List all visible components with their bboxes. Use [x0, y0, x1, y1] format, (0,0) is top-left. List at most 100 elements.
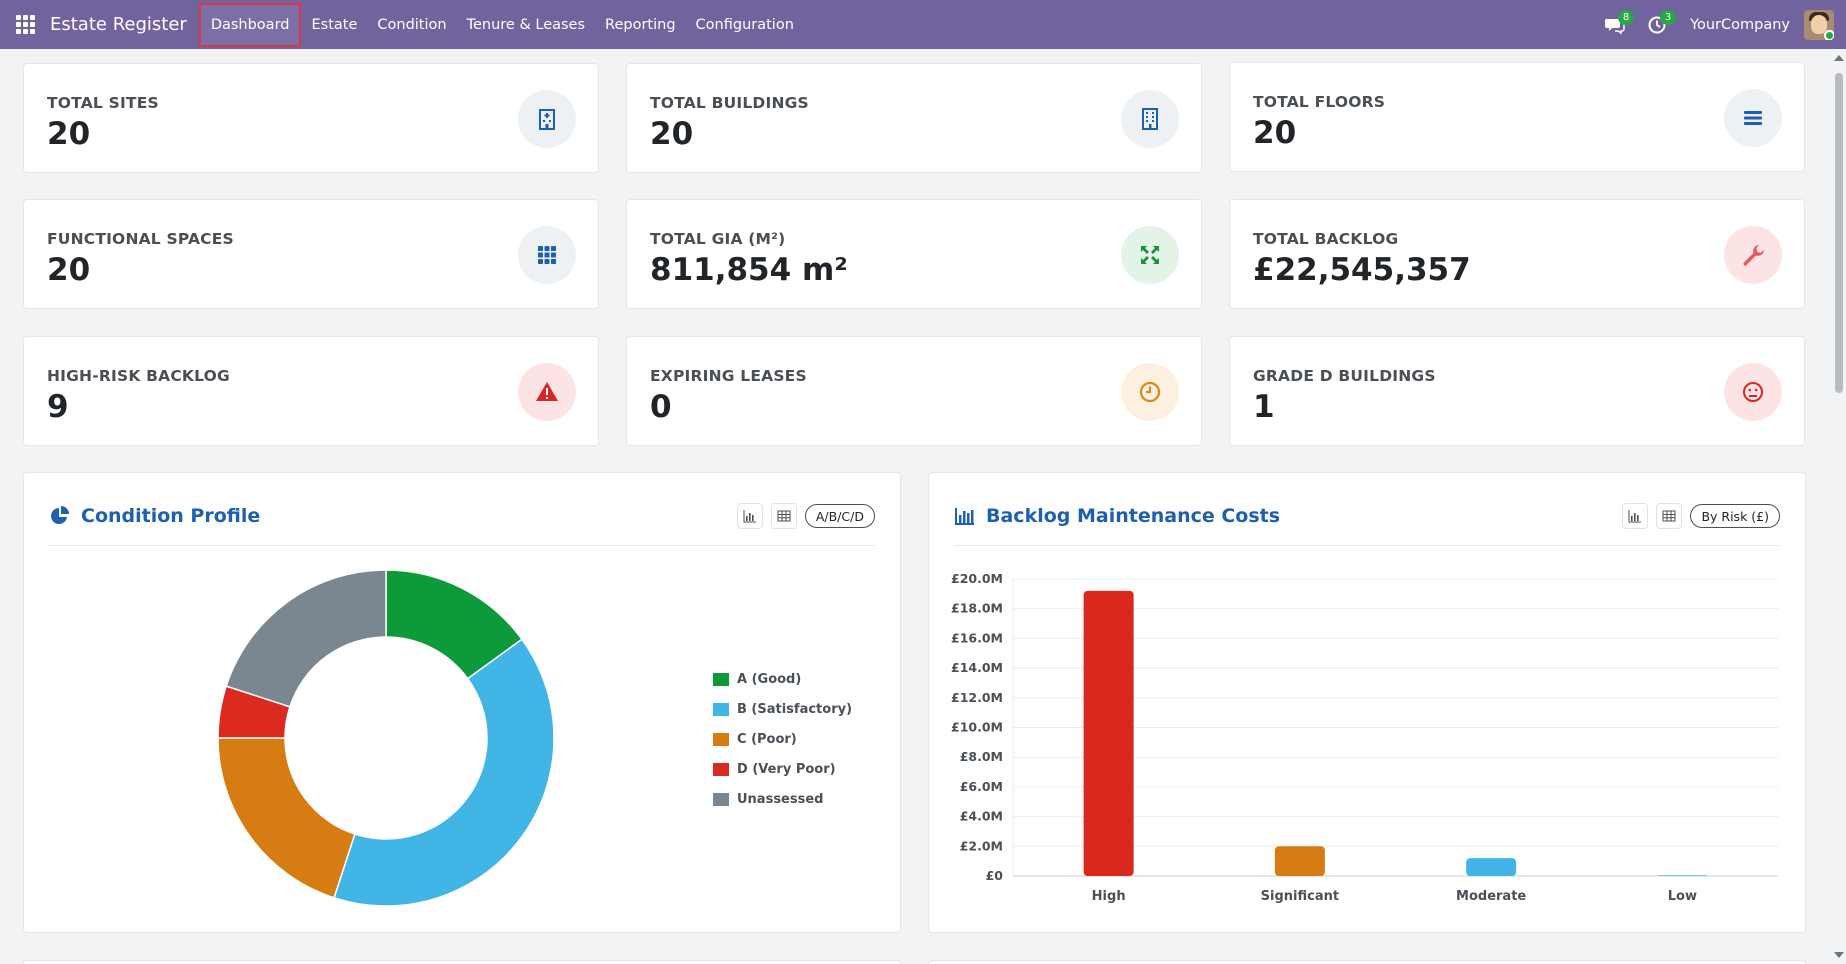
bar-chart-toggle-button[interactable]: [1622, 503, 1649, 529]
kpi-value: 1: [1253, 389, 1275, 425]
pie-chart-icon: [51, 506, 69, 524]
bar-chart-icon: [743, 510, 756, 523]
kpi-card-expiring-leases[interactable]: EXPIRING LEASES 0: [626, 336, 1202, 446]
y-tick-label: £18.0M: [951, 601, 1003, 616]
scroll-thumb[interactable]: [1835, 73, 1843, 393]
kpi-title: GRADE D BUILDINGS: [1253, 367, 1436, 385]
kpi-card-functional-spaces[interactable]: FUNCTIONAL SPACES 20: [23, 199, 599, 309]
kpi-title: TOTAL BACKLOG: [1253, 230, 1399, 248]
menu-dashboard[interactable]: Dashboard: [198, 2, 302, 47]
kpi-value: 20: [47, 252, 91, 288]
company-switcher[interactable]: YourCompany: [1690, 16, 1790, 33]
legend-swatch: [713, 762, 729, 776]
messages-button[interactable]: 8: [1600, 9, 1635, 40]
page-scrollbar[interactable]: [1832, 49, 1846, 964]
sad-face-icon: [1724, 363, 1782, 421]
kpi-value: 20: [47, 116, 91, 152]
legend-label: B (Satisfactory): [737, 701, 853, 717]
kpi-title: TOTAL SITES: [47, 94, 159, 112]
bar-low[interactable]: [1657, 875, 1708, 876]
y-tick-label: £16.0M: [951, 630, 1003, 645]
donut-slice-b-satisfactory[interactable]: [333, 638, 555, 907]
y-tick-label: £6.0M: [960, 779, 1003, 794]
x-tick-label: Low: [1668, 889, 1697, 904]
legend-item[interactable]: B (Satisfactory): [713, 694, 852, 724]
kpi-title: HIGH-RISK BACKLOG: [47, 367, 230, 385]
backlog-costs-title: Backlog Maintenance Costs: [986, 505, 1281, 527]
legend-item[interactable]: Unassessed: [713, 784, 852, 814]
next-panel-right: [928, 960, 1806, 964]
activities-button[interactable]: 3: [1642, 9, 1677, 40]
kpi-value: £22,545,357: [1253, 252, 1471, 288]
bar-high[interactable]: [1083, 590, 1134, 876]
table-icon: [1662, 510, 1676, 522]
condition-legend: A (Good) B (Satisfactory) C (Poor) D (Very …: [713, 664, 852, 814]
kpi-card-total-backlog[interactable]: TOTAL BACKLOG £22,545,357: [1229, 199, 1805, 309]
kpi-value: 0: [650, 389, 672, 425]
bar-chart-toggle-button[interactable]: [736, 503, 763, 529]
menu-tenure-leases[interactable]: Tenure & Leases: [466, 16, 586, 33]
next-panel-left: [23, 960, 901, 964]
bar-significant[interactable]: [1274, 846, 1325, 876]
x-tick-label: High: [1092, 889, 1126, 904]
kpi-card-total-gia-m[interactable]: TOTAL GIA (M²) 811,854 m²: [626, 199, 1202, 309]
menu-condition[interactable]: Condition: [377, 16, 447, 33]
kpi-title: TOTAL GIA (M²): [650, 230, 786, 248]
bar-chart-icon: [1628, 510, 1642, 523]
kpi-title: EXPIRING LEASES: [650, 367, 807, 385]
scroll-down-arrow-icon[interactable]: [1834, 952, 1844, 958]
clock-icon: [1121, 363, 1179, 421]
legend-item[interactable]: A (Good): [713, 664, 852, 694]
kpi-card-total-sites[interactable]: TOTAL SITES 20: [23, 63, 599, 173]
table-view-toggle-button[interactable]: [1656, 503, 1683, 529]
legend-item[interactable]: C (Poor): [713, 724, 852, 754]
legend-swatch: [713, 672, 729, 686]
legend-label: Unassessed: [737, 791, 824, 807]
kpi-card-high-risk-backlog[interactable]: HIGH-RISK BACKLOG 9: [23, 336, 599, 446]
top-navbar: Estate Register Dashboard Estate Conditi…: [0, 0, 1846, 49]
table-icon: [777, 510, 791, 522]
user-avatar[interactable]: [1804, 9, 1834, 40]
app-title[interactable]: Estate Register: [50, 14, 187, 35]
legend-swatch: [713, 732, 729, 746]
grade-filter-pill[interactable]: A/B/C/D: [804, 504, 875, 528]
apps-menu-button[interactable]: [0, 0, 50, 49]
legend-label: A (Good): [737, 671, 802, 687]
grid-icon: [518, 226, 576, 284]
wrench-icon: [1724, 226, 1782, 284]
panel-divider: [954, 545, 1780, 546]
y-tick-label: £12.0M: [951, 690, 1003, 705]
menu-configuration[interactable]: Configuration: [695, 16, 794, 33]
legend-item[interactable]: D (Very Poor): [713, 754, 852, 784]
kpi-title: TOTAL FLOORS: [1253, 93, 1386, 111]
x-tick-label: Significant: [1261, 889, 1339, 904]
building-icon: [1121, 90, 1179, 148]
kpi-card-total-floors[interactable]: TOTAL FLOORS 20: [1229, 62, 1805, 172]
menu-estate[interactable]: Estate: [311, 16, 358, 33]
legend-swatch: [713, 792, 729, 806]
bar-moderate[interactable]: [1466, 858, 1517, 876]
kpi-value: 811,854 m²: [650, 252, 848, 288]
layers-icon: [1724, 89, 1782, 147]
warning-icon: [518, 363, 576, 421]
legend-label: C (Poor): [737, 731, 797, 747]
kpi-card-total-buildings[interactable]: TOTAL BUILDINGS 20: [626, 63, 1202, 173]
y-tick-label: £20.0M: [951, 571, 1003, 586]
legend-label: D (Very Poor): [737, 761, 836, 777]
online-status-icon: [1824, 29, 1834, 40]
donut-slice-unassessed[interactable]: [225, 569, 387, 708]
kpi-card-grade-d-buildings[interactable]: GRADE D BUILDINGS 1: [1229, 336, 1805, 446]
y-tick-label: £4.0M: [960, 809, 1003, 824]
main-menu: Dashboard Estate Condition Tenure & Leas…: [198, 0, 804, 49]
kpi-value: 9: [47, 389, 69, 425]
menu-reporting[interactable]: Reporting: [605, 16, 676, 33]
scroll-up-arrow-icon[interactable]: [1834, 55, 1844, 61]
kpi-value: 20: [1253, 115, 1297, 151]
risk-filter-pill[interactable]: By Risk (£): [1690, 504, 1780, 528]
kpi-title: TOTAL BUILDINGS: [650, 94, 809, 112]
backlog-costs-panel: Backlog Maintenance Costs By Risk (£): [928, 472, 1806, 933]
messages-badge: 8: [1618, 9, 1635, 25]
y-tick-label: £0: [986, 868, 1004, 883]
hospital-building-icon: [518, 90, 576, 148]
table-view-toggle-button[interactable]: [770, 503, 797, 529]
